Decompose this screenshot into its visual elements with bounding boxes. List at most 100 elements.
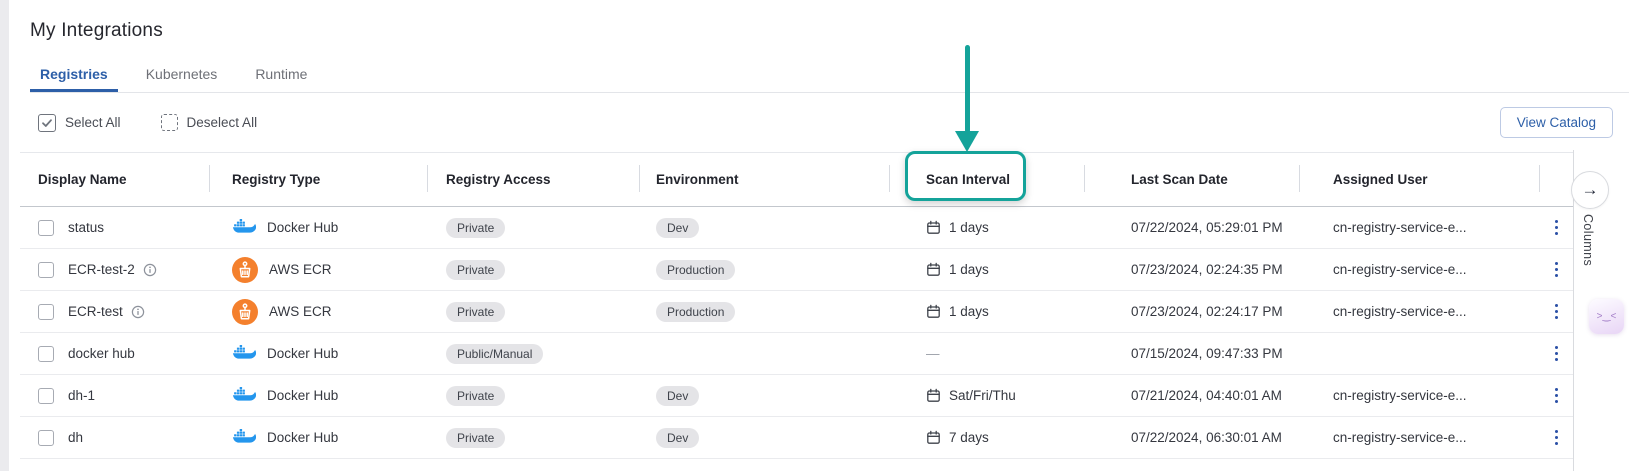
scan-interval-value: 7 days [949,430,989,445]
column-header-scan-interval: Scan Interval [890,153,1085,206]
docker-icon [232,344,256,363]
column-header-last-scan-date: Last Scan Date [1085,153,1300,206]
integrations-table: Display Name Registry Type Registry Acce… [20,152,1573,459]
display-name: dh [68,430,84,445]
environment-badge: Production [656,259,736,280]
assigned-user: cn-registry-service-e... [1333,430,1467,445]
select-all-label: Select All [65,115,121,130]
page-title: My Integrations [30,20,163,41]
last-scan-date: 07/23/2024, 02:24:17 PM [1131,304,1283,319]
deselect-all-button[interactable]: Deselect All [160,114,258,131]
row-checkbox[interactable] [38,261,54,278]
select-all-button[interactable]: Select All [38,113,121,132]
display-name: docker hub [68,346,135,361]
display-name: ECR-test [68,304,123,319]
column-header-environment: Environment [640,153,890,206]
registry-type-label: Docker Hub [267,346,339,361]
table-row: dh [20,417,1573,459]
row-checkbox[interactable] [38,429,54,446]
annotation-arrow-shaft [965,45,970,133]
registry-type-label: Docker Hub [267,220,339,235]
last-scan-date: 07/15/2024, 09:47:33 PM [1131,346,1283,361]
table-header-row: Display Name Registry Type Registry Acce… [20,152,1573,207]
aws-ecr-icon [232,298,258,325]
toolbar: Select All Deselect All View Catalog [38,94,1613,151]
last-scan-date: 07/22/2024, 06:30:01 AM [1131,430,1282,445]
table-body: status [20,207,1573,459]
tab-registries[interactable]: Registries [30,58,118,92]
tab-kubernetes[interactable]: Kubernetes [145,66,218,82]
registry-type-label: AWS ECR [269,262,332,277]
row-checkbox[interactable] [38,303,54,320]
docker-icon [232,386,256,405]
window-edge [0,0,9,471]
extension-badge[interactable]: >‿< [1589,299,1624,334]
scan-interval-value: 1 days [949,262,989,277]
assigned-user: cn-registry-service-e... [1333,220,1467,235]
column-header-registry-access: Registry Access [428,153,640,206]
info-icon[interactable] [131,305,145,319]
column-header-actions [1540,153,1573,206]
registry-access-badge: Private [446,217,506,238]
assigned-user: cn-registry-service-e... [1333,262,1467,277]
assigned-user: cn-registry-service-e... [1333,304,1467,319]
table-row: docker hub [20,333,1573,375]
row-checkbox[interactable] [38,219,54,236]
checked-checkbox-icon [38,113,56,132]
arrow-right-icon: → [1581,180,1599,199]
kaomoji-icon: >‿< [1596,311,1617,322]
calendar-icon [926,388,941,403]
docker-icon [232,428,256,447]
display-name: dh-1 [68,388,96,403]
registry-access-badge: Public/Manual [446,343,544,364]
environment-badge: Dev [656,217,700,238]
table-row: status [20,207,1573,249]
last-scan-date: 07/22/2024, 05:29:01 PM [1131,220,1283,235]
calendar-icon [926,304,941,319]
environment-badge: Dev [656,427,700,448]
registry-type-label: Docker Hub [267,430,339,445]
registry-access-badge: Private [446,259,506,280]
row-checkbox[interactable] [38,345,54,362]
column-header-display-name: Display Name [20,153,210,206]
registry-access-badge: Private [446,427,506,448]
kebab-menu-button[interactable] [1549,298,1565,326]
kebab-menu-button[interactable] [1549,256,1565,284]
registry-access-badge: Private [446,301,506,322]
table-row: dh-1 [20,375,1573,417]
kebab-menu-button[interactable] [1549,340,1565,368]
kebab-menu-button[interactable] [1549,424,1565,452]
columns-panel-toggle-button[interactable]: → [1571,171,1609,209]
table-row: ECR-test-2 AWS ECR Private [20,249,1573,291]
aws-ecr-icon [232,256,258,283]
scan-interval-value: — [926,346,940,361]
scan-interval-value: Sat/Fri/Thu [949,388,1016,403]
side-panel-divider [1573,150,1574,471]
tab-bar: Registries Kubernetes Runtime [30,58,1629,93]
tab-runtime[interactable]: Runtime [255,66,308,82]
kebab-menu-button[interactable] [1549,382,1565,410]
environment-badge: Dev [656,385,700,406]
view-catalog-button[interactable]: View Catalog [1499,107,1613,138]
registry-type-label: Docker Hub [267,388,339,403]
display-name: ECR-test-2 [68,262,135,277]
registry-access-badge: Private [446,385,506,406]
docker-icon [232,218,256,237]
info-icon[interactable] [143,263,157,277]
calendar-icon [926,430,941,445]
calendar-icon [926,220,941,235]
column-header-assigned-user: Assigned User [1300,153,1540,206]
environment-badge: Production [656,301,736,322]
display-name: status [68,220,105,235]
columns-panel-label: Columns [1581,214,1595,267]
column-header-registry-type: Registry Type [210,153,428,206]
kebab-menu-button[interactable] [1549,214,1565,242]
scan-interval-value: 1 days [949,220,989,235]
annotation-arrow-down-icon [955,131,979,152]
last-scan-date: 07/23/2024, 02:24:35 PM [1131,262,1283,277]
deselect-all-label: Deselect All [186,115,258,130]
table-row: ECR-test AWS ECR Private [20,291,1573,333]
row-checkbox[interactable] [38,387,54,404]
registry-type-label: AWS ECR [269,304,332,319]
